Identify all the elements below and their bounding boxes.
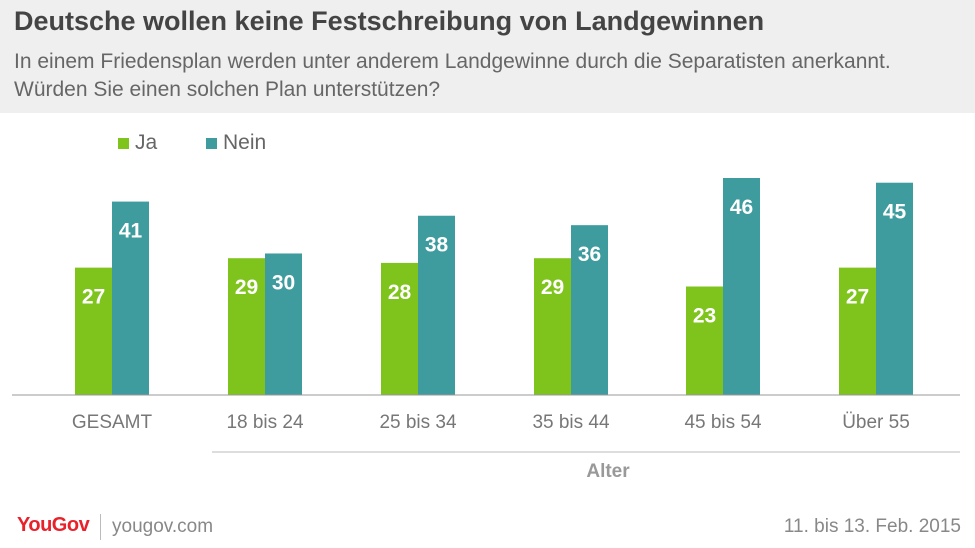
bar-nein-45-bis-54 (723, 178, 760, 395)
chart-title: Deutsche wollen keine Festschreibung von… (14, 6, 765, 36)
header-band: Deutsche wollen keine Festschreibung von… (0, 0, 975, 113)
bar-ja-45-bis-54 (686, 286, 723, 395)
bar-nein-35-bis-44 (571, 225, 608, 395)
footer-url[interactable]: yougov.com (112, 516, 214, 537)
legend-item-nein: Nein (206, 130, 266, 156)
data-label-nein-35-bis-44: 36 (578, 243, 601, 266)
bar-ja-gesamt (75, 267, 112, 395)
legend-label-ja: Ja (135, 131, 158, 154)
legend-label-nein: Nein (223, 131, 267, 154)
x-tick-label-gesamt: GESAMT (72, 412, 153, 433)
bar-nein-25-bis-34 (418, 215, 455, 395)
bar-ja-18-bis-24 (228, 258, 265, 395)
data-label-ja-über-55: 27 (846, 286, 869, 309)
age-group-label: Alter (586, 461, 630, 482)
data-label-ja-18-bis-24: 29 (235, 276, 258, 299)
legend-swatch-nein (206, 137, 217, 149)
x-tick-label-45-bis-54: 45 bis 54 (684, 412, 762, 433)
x-tick-label-35-bis-44: 35 bis 44 (532, 412, 610, 433)
data-label-nein-45-bis-54: 46 (730, 196, 753, 219)
bar-nein-über-55 (876, 182, 913, 395)
data-label-nein-gesamt: 41 (119, 220, 143, 243)
data-label-ja-25-bis-34: 28 (388, 281, 412, 304)
data-label-nein-18-bis-24: 30 (272, 271, 295, 294)
data-label-nein-25-bis-34: 38 (425, 234, 449, 257)
bar-ja-35-bis-44 (534, 258, 571, 395)
chart-subtitle: In einem Friedensplan werden unter ander… (14, 50, 891, 101)
footer-separator (100, 514, 101, 540)
legend-item-ja: Ja (118, 130, 157, 156)
bar-ja-über-55 (839, 267, 876, 395)
bar-ja-25-bis-34 (381, 262, 418, 395)
survey-date: 11. bis 13. Feb. 2015 (783, 516, 961, 537)
data-label-ja-gesamt: 27 (82, 286, 105, 309)
yougov-logo: YouGov (17, 514, 90, 536)
legend-swatch-ja (118, 137, 129, 149)
bar-nein-gesamt (112, 201, 149, 395)
bar-nein-18-bis-24 (265, 253, 302, 395)
data-label-ja-45-bis-54: 23 (693, 305, 716, 328)
data-label-nein-über-55: 45 (883, 201, 907, 224)
x-tick-label-18-bis-24: 18 bis 24 (226, 412, 304, 433)
x-tick-label-25-bis-34: 25 bis 34 (379, 412, 457, 433)
x-tick-label-über-55: Über 55 (842, 412, 910, 433)
data-label-ja-35-bis-44: 29 (541, 276, 564, 299)
